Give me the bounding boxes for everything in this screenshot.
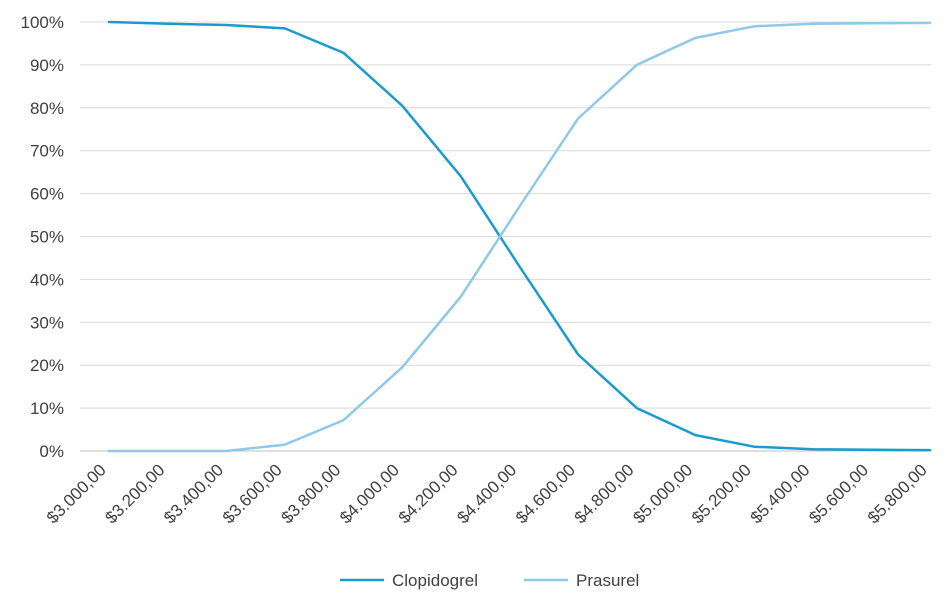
y-tick-label: 10% bbox=[30, 399, 64, 418]
legend-label: Clopidogrel bbox=[392, 571, 478, 590]
x-tick-label: $4.600,00 bbox=[512, 460, 579, 527]
y-tick-label: 0% bbox=[39, 442, 64, 461]
series-lines bbox=[107, 20, 932, 453]
x-tick-label: $5.200,00 bbox=[688, 460, 755, 527]
y-tick-label: 60% bbox=[30, 185, 64, 204]
series-line-prasurel bbox=[107, 21, 932, 453]
x-tick-label: $4.000,00 bbox=[336, 460, 403, 527]
legend-label: Prasurel bbox=[576, 571, 639, 590]
y-axis-ticks: 0% 10% 20% 30% 40% 50% 60% 70% 80% 90% 100% bbox=[21, 13, 64, 461]
x-tick-label: $5.800,00 bbox=[864, 460, 931, 527]
x-tick-label: $3.000,00 bbox=[43, 460, 110, 527]
y-tick-label: 30% bbox=[30, 313, 64, 332]
x-tick-label: $5.400,00 bbox=[747, 460, 814, 527]
x-tick-label: $3.400,00 bbox=[160, 460, 227, 527]
y-tick-label: 50% bbox=[30, 228, 64, 247]
y-tick-label: 70% bbox=[30, 142, 64, 161]
y-tick-label: 40% bbox=[30, 270, 64, 289]
gridlines bbox=[80, 21, 931, 452]
x-tick-label: $3.200,00 bbox=[102, 460, 169, 527]
x-axis-ticks: $3.000,00$3.200,00$3.400,00$3.600,00$3.8… bbox=[43, 460, 931, 527]
y-tick-label: 80% bbox=[30, 99, 64, 118]
series-line-clopidogrel bbox=[107, 20, 932, 452]
y-tick-label: 90% bbox=[30, 56, 64, 75]
x-tick-label: $3.600,00 bbox=[219, 460, 286, 527]
x-tick-label: $3.800,00 bbox=[277, 460, 344, 527]
x-tick-label: $4.400,00 bbox=[453, 460, 520, 527]
legend: Clopidogrel Prasurel bbox=[340, 571, 639, 590]
x-tick-label: $5.000,00 bbox=[629, 460, 696, 527]
x-tick-label: $4.200,00 bbox=[395, 460, 462, 527]
y-tick-label: 20% bbox=[30, 356, 64, 375]
x-tick-label: $4.800,00 bbox=[571, 460, 638, 527]
y-tick-label: 100% bbox=[21, 13, 64, 32]
x-tick-label: $5.600,00 bbox=[805, 460, 872, 527]
